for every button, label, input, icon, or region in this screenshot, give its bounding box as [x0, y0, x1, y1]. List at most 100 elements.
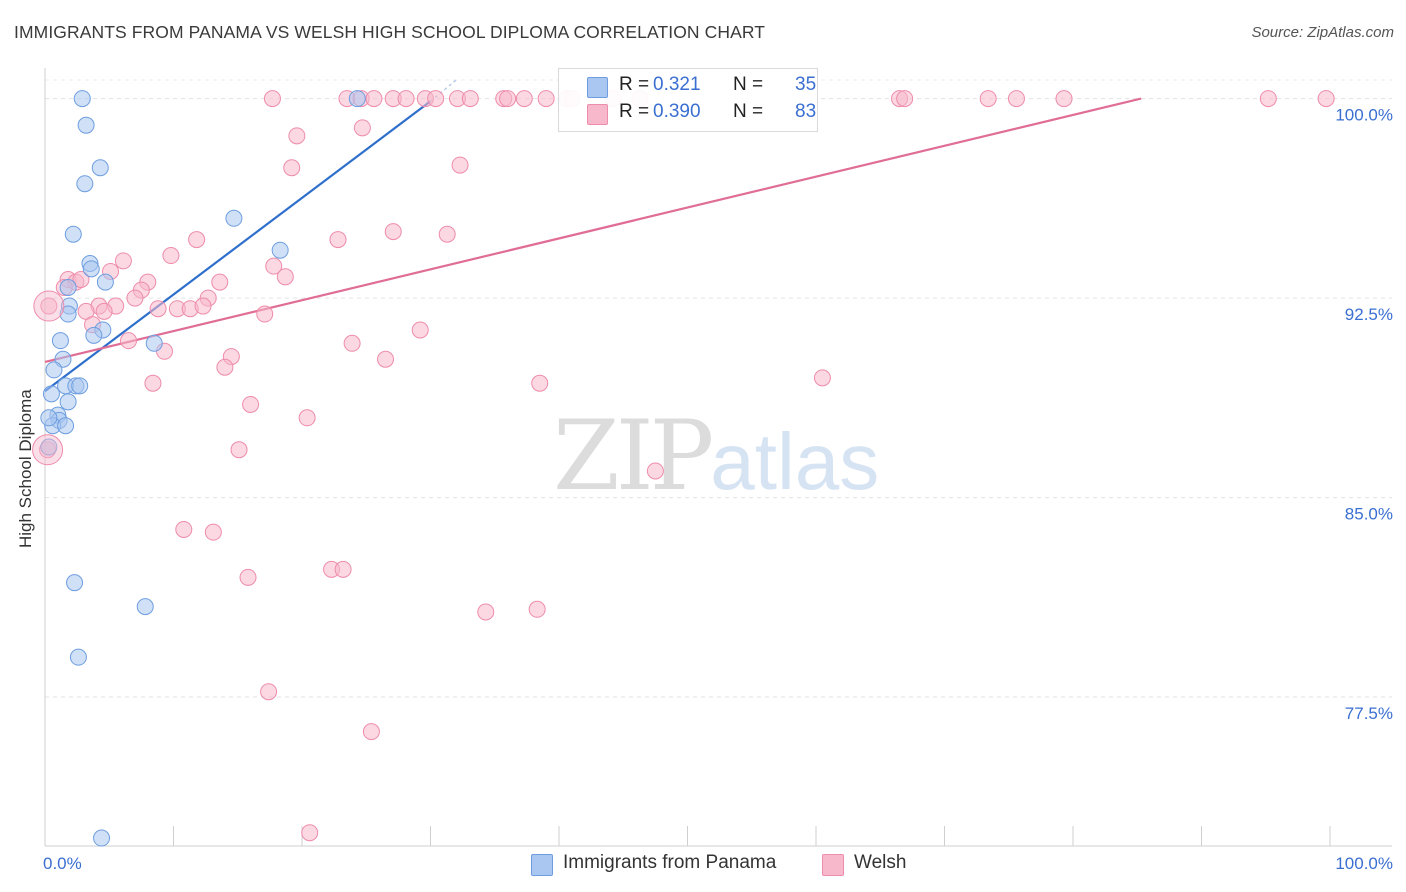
welsh-point	[531, 374, 549, 392]
welsh-point	[329, 231, 347, 249]
welsh-point	[362, 723, 380, 741]
welsh-point	[451, 156, 469, 174]
panama-point	[85, 326, 103, 344]
panama-point	[51, 332, 69, 350]
panama-point	[91, 159, 109, 177]
panama-point	[59, 393, 77, 411]
welsh-point	[162, 247, 180, 265]
welsh-point	[411, 321, 429, 339]
welsh-point	[397, 90, 415, 108]
welsh-point	[32, 434, 64, 466]
welsh-point	[477, 603, 495, 621]
panama-point	[42, 385, 60, 403]
welsh-point	[646, 462, 664, 480]
stats-legend: R = 0.321 N = 35 R = 0.390 N = 83	[558, 68, 818, 132]
welsh-point	[515, 90, 533, 108]
welsh-point	[114, 252, 132, 270]
bottom-legend-label-welsh: Welsh	[854, 852, 907, 873]
welsh-point	[384, 223, 402, 241]
welsh-point	[188, 231, 206, 249]
welsh-point	[263, 90, 281, 108]
legend-swatch-panama	[587, 77, 608, 98]
welsh-point	[499, 90, 517, 108]
welsh-trend-line	[44, 97, 1142, 363]
welsh-point	[33, 290, 65, 322]
welsh-point	[120, 332, 138, 350]
legend-r-value: 0.390	[653, 101, 701, 122]
welsh-point	[438, 225, 456, 243]
x-tick-label: 0.0%	[43, 854, 82, 873]
welsh-point	[126, 289, 144, 307]
legend-n-label: N =	[733, 101, 764, 122]
panama-point	[93, 829, 111, 847]
tick-labels: 77.5% 85.0% 92.5% 100.0% 0.0% 100.0%	[43, 106, 1393, 873]
legend-n-label: N =	[733, 74, 764, 95]
y-tick-label: 92.5%	[1345, 305, 1393, 324]
legend-n-value: 35	[795, 74, 817, 95]
panama-point	[71, 377, 89, 395]
trend-lines	[44, 79, 1142, 393]
welsh-point	[204, 523, 222, 541]
welsh-point	[427, 90, 445, 108]
welsh-point	[1259, 90, 1277, 108]
source-label: Source: ZipAtlas.com	[1251, 24, 1394, 41]
welsh-point	[896, 90, 914, 108]
panama-point	[69, 648, 87, 666]
welsh-point	[242, 395, 260, 413]
welsh-point	[211, 273, 229, 291]
welsh-point	[95, 302, 113, 320]
bottom-legend-swatch-panama	[531, 854, 553, 876]
y-tick-label: 77.5%	[1345, 704, 1393, 723]
bottom-legend-swatch-welsh	[822, 854, 844, 876]
welsh-point	[528, 600, 546, 618]
panama-trend-line	[44, 100, 432, 393]
panama-point	[40, 409, 58, 427]
panama-point	[348, 90, 366, 108]
legend-r-label: R =	[619, 101, 650, 122]
data-points	[32, 90, 1335, 847]
panama-point	[145, 334, 163, 352]
welsh-point	[283, 159, 301, 177]
panama-point	[59, 305, 77, 323]
welsh-point	[256, 305, 274, 323]
welsh-point	[813, 369, 831, 387]
welsh-point	[1007, 90, 1025, 108]
panama-point	[73, 90, 91, 108]
panama-point	[45, 361, 63, 379]
welsh-point	[194, 297, 212, 315]
welsh-point	[365, 90, 383, 108]
panama-point	[57, 417, 75, 435]
panama-point	[82, 260, 100, 278]
welsh-point	[298, 409, 316, 427]
watermark-atlas: atlas	[710, 417, 880, 506]
panama-point	[64, 225, 82, 243]
panama-point	[136, 598, 154, 616]
panama-point	[76, 175, 94, 193]
welsh-point	[175, 520, 193, 538]
welsh-point	[461, 90, 479, 108]
welsh-point	[334, 560, 352, 578]
legend-r-label: R =	[619, 74, 650, 95]
welsh-point	[265, 257, 283, 275]
welsh-point	[230, 441, 248, 459]
welsh-point	[537, 90, 555, 108]
panama-point	[66, 574, 84, 592]
welsh-point	[239, 568, 257, 586]
welsh-point	[343, 334, 361, 352]
welsh-point	[353, 119, 371, 137]
axes	[44, 68, 1392, 847]
welsh-point	[1317, 90, 1335, 108]
welsh-point	[260, 683, 278, 701]
welsh-point	[377, 350, 395, 368]
legend-swatch-welsh	[587, 104, 608, 125]
welsh-point	[276, 268, 294, 286]
legend-r-value: 0.321	[653, 74, 701, 95]
y-tick-label: 100.0%	[1335, 106, 1393, 125]
welsh-point	[40, 297, 58, 315]
watermark: ZIPatlas	[553, 400, 879, 512]
x-tick-label: 100.0%	[1335, 854, 1393, 873]
welsh-point	[288, 127, 306, 145]
y-tick-label: 85.0%	[1345, 505, 1393, 524]
welsh-point	[1055, 90, 1073, 108]
